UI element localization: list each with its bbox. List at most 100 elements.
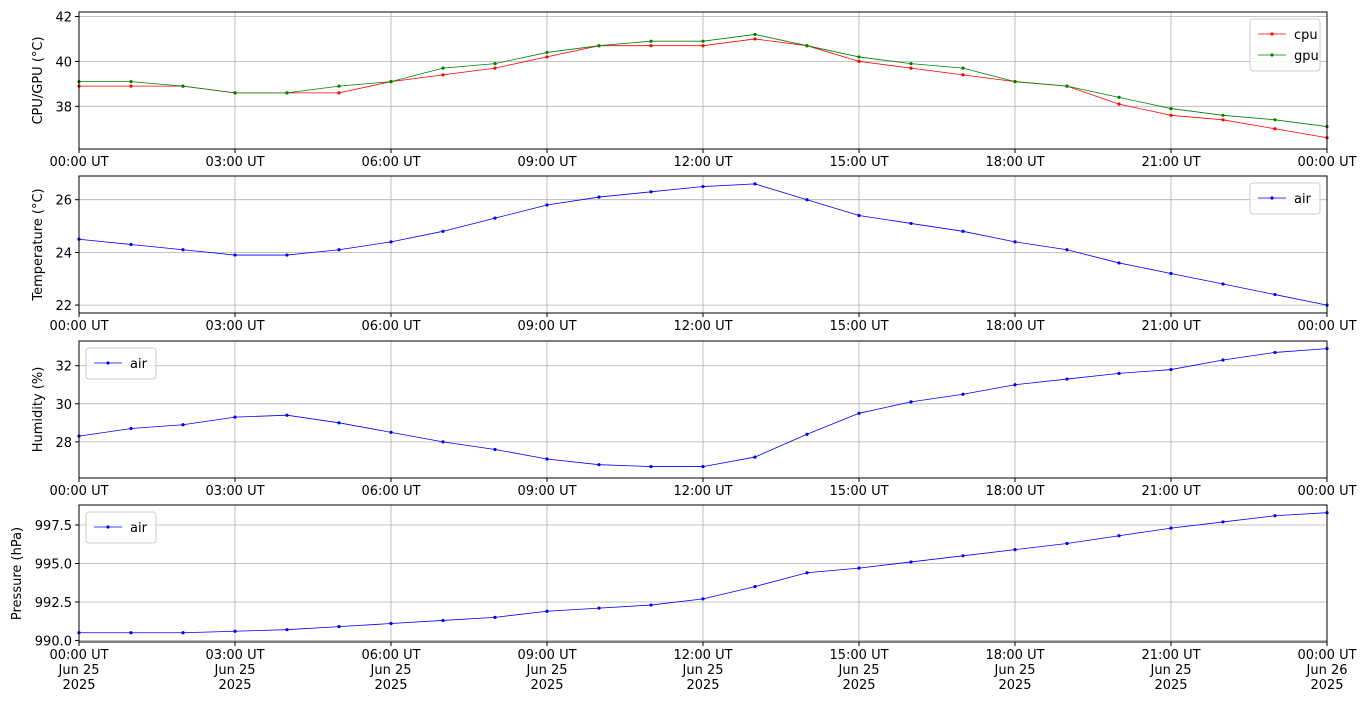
legend-marker [106,525,110,529]
data-point [753,584,757,589]
data-point [493,66,497,70]
data-point [1273,292,1277,297]
data-point [493,62,497,66]
data-point [1169,526,1173,530]
x-tick-label: 09:00 UT [517,484,577,499]
y-tick-label: 22 [55,299,72,314]
data-point [1013,240,1017,244]
x-tick-label: 15:00 UT [829,484,889,499]
data-point [389,430,393,434]
data-point [129,631,133,635]
data-point [857,213,861,218]
data-point [389,621,393,626]
x-tick-label: 18:00 UT [985,155,1045,170]
x-tick-label: 21:00 UT [1141,484,1201,499]
x-tick-label: 06:00 UT [361,155,421,170]
x-tick-label: 00:00 UT [1297,484,1357,499]
data-point [961,554,965,558]
x-tick-label: 12:00 UT [673,155,733,170]
data-point [233,91,237,95]
data-point [1221,282,1225,286]
x-tick-label: 09:00 UT [517,319,577,334]
data-point [493,216,497,220]
data-point [1065,541,1069,546]
data-point [1221,113,1225,117]
data-point [1117,534,1121,538]
x-tick-label: 21:00 UT Jun 25 2025 [1141,648,1201,693]
axes-frame [78,175,1328,314]
data-point [805,44,809,48]
data-point [805,571,809,575]
data-point [129,242,133,247]
x-tick-label: 09:00 UT Jun 25 2025 [517,648,577,693]
data-point [129,84,133,88]
y-tick-label: 24 [55,246,72,261]
x-tick-label: 18:00 UT [985,484,1045,499]
subplot: 22 24 26 Temperature (°C) air [31,175,1329,317]
data-point [337,91,341,95]
data-point [1117,261,1121,265]
data-point [753,182,757,186]
x-tick-label: 00:00 UT [49,319,109,334]
axes-frame [78,504,1328,643]
x-tick-label: 06:00 UT Jun 25 2025 [361,648,421,693]
data-point [753,32,757,37]
data-point [597,195,601,199]
data-point [441,66,445,70]
x-tick-label: 06:00 UT [361,484,421,499]
data-point [1065,248,1069,252]
data-point [1117,371,1121,375]
data-point [441,618,445,623]
data-point [1013,383,1017,387]
data-point [1221,358,1225,362]
legend-label: air [1294,192,1312,207]
y-tick-label: 30 [55,398,72,413]
data-point [597,463,601,467]
data-point [233,629,237,633]
subplot: 28 30 32 Humidity (%) air [31,340,1329,482]
x-tick-label: 18:00 UT [985,319,1045,334]
data-point [545,203,549,207]
data-point [285,413,289,417]
legend-label: gpu [1294,49,1319,64]
data-point [753,455,757,459]
data-point [1169,367,1173,372]
x-tick-label: 00:00 UT [1297,155,1357,170]
x-tick-label: 21:00 UT [1141,319,1201,334]
axes-frame [78,11,1328,150]
legend-box [85,511,157,544]
data-point [909,62,913,66]
x-tick-label: 03:00 UT [205,319,265,334]
y-tick-label: 26 [55,194,72,209]
legend-box [85,347,157,380]
x-tick-label: 21:00 UT [1141,155,1201,170]
data-point [337,421,341,425]
data-point [961,392,965,396]
y-tick-label: 40 [55,55,72,70]
subplot: 38 40 42 CPU/GPU (°C) cpu gpu [31,10,1329,153]
data-point [857,566,861,570]
data-point [909,221,913,226]
x-tick-label: 03:00 UT Jun 25 2025 [205,648,265,693]
data-point [129,80,133,84]
data-point [857,411,861,415]
data-point [961,229,965,233]
y-tick-label: 42 [55,10,72,25]
data-point [1117,95,1121,99]
data-point [1013,548,1017,552]
data-point [337,248,341,252]
data-point [961,66,965,70]
data-point [649,190,653,194]
data-point [337,625,341,629]
x-tick-label: 09:00 UT [517,155,577,170]
data-point [1169,113,1173,117]
data-point [1221,520,1225,524]
y-tick-label: 990.0 [35,634,72,649]
data-point [545,457,549,461]
data-point [1273,118,1277,122]
legend-box [1249,18,1321,72]
data-point [389,240,393,244]
data-point [857,59,861,64]
data-point [701,44,705,48]
legend-marker [1270,32,1274,36]
